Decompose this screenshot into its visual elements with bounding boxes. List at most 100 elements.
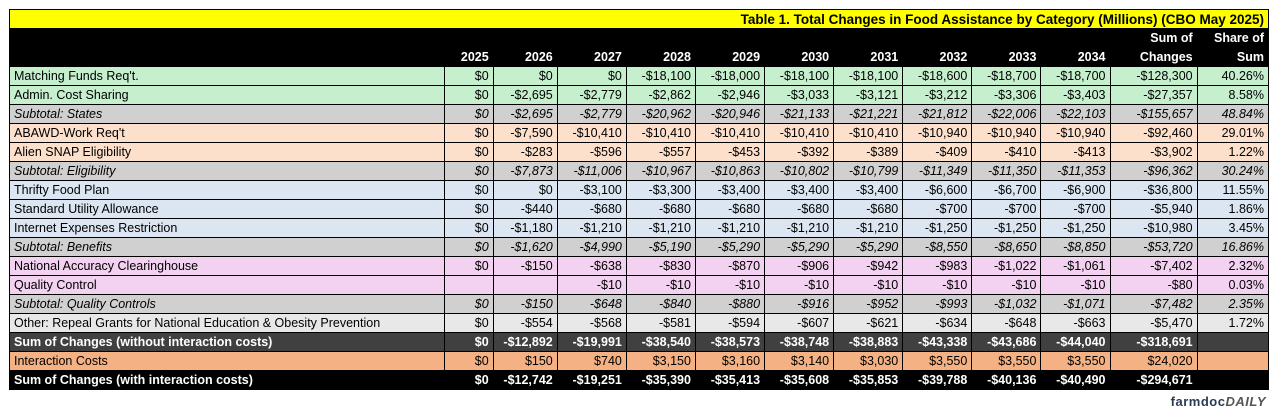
header-cell: 2030 bbox=[764, 47, 835, 67]
table-cell: $0 bbox=[443, 294, 494, 314]
table-cell: -$410 bbox=[971, 142, 1042, 162]
table-cell: -$10,940 bbox=[1040, 123, 1111, 143]
table-cell: -$7,873 bbox=[492, 161, 558, 181]
table-cell: -$453 bbox=[694, 142, 766, 162]
table-cell: -$10,410 bbox=[625, 123, 696, 143]
table-cell: -$18,700 bbox=[971, 66, 1042, 86]
table-cell: -$19,251 bbox=[556, 370, 627, 390]
table-cell: -$581 bbox=[625, 313, 696, 333]
table-cell: -$10,799 bbox=[833, 161, 904, 181]
table-cell: 16.86% bbox=[1196, 237, 1270, 257]
table-cell: -$3,902 bbox=[1109, 142, 1198, 162]
table-cell: -$3,212 bbox=[902, 85, 973, 105]
table-cell: 1.86% bbox=[1196, 199, 1270, 219]
table-cell: -$10,980 bbox=[1109, 218, 1198, 238]
table-cell: 29.01% bbox=[1196, 123, 1270, 143]
row-label: Subtotal: Benefits bbox=[9, 237, 445, 257]
table-cell: -$128,300 bbox=[1109, 66, 1198, 86]
table-cell: -$43,686 bbox=[971, 332, 1042, 352]
row-label: Other: Repeal Grants for National Educat… bbox=[9, 313, 445, 333]
table-cell: -$80 bbox=[1109, 275, 1198, 295]
table-cell: $3,140 bbox=[764, 351, 835, 371]
table-cell: -$283 bbox=[492, 142, 558, 162]
table-cell: 30.24% bbox=[1196, 161, 1270, 181]
row-label: Sum of Changes (without interaction cost… bbox=[9, 332, 445, 352]
table-cell: 1.72% bbox=[1196, 313, 1270, 333]
table-cell: 8.58% bbox=[1196, 85, 1270, 105]
table-row: National Accuracy Clearinghouse $0 -$150 -$… bbox=[9, 256, 1270, 276]
table-cell: -$594 bbox=[694, 313, 766, 333]
row-label: Quality Control bbox=[9, 275, 445, 295]
header-top-row: Sum of Share of bbox=[9, 28, 1270, 48]
table-cell: -$1,250 bbox=[1040, 218, 1111, 238]
table-row: Admin. Cost Sharing $0 -$2,695 -$2,779 -$2,8… bbox=[9, 85, 1270, 105]
table-cell: -$409 bbox=[902, 142, 973, 162]
table-cell: -$413 bbox=[1040, 142, 1111, 162]
table-cell: -$12,742 bbox=[492, 370, 558, 390]
table-row: Quality Control -$10 -$10 -$10 -$10 -$10 -$10-… bbox=[9, 275, 1270, 295]
table-cell: -$7,482 bbox=[1109, 294, 1198, 314]
table-cell: -$38,883 bbox=[833, 332, 904, 352]
table-cell: -$5,190 bbox=[625, 237, 696, 257]
table-cell: -$648 bbox=[556, 294, 627, 314]
table-cell: -$952 bbox=[833, 294, 904, 314]
table-cell: $0 bbox=[443, 123, 494, 143]
table-row: Thrifty Food Plan $0 $0 -$3,100 -$3,300 -$3,4… bbox=[9, 180, 1270, 200]
table-cell: -$19,991 bbox=[556, 332, 627, 352]
header-sum-top: Sum of bbox=[1109, 28, 1198, 48]
table-cell: -$607 bbox=[764, 313, 835, 333]
table-cell: -$18,700 bbox=[1040, 66, 1111, 86]
table-cell: -$11,006 bbox=[556, 161, 627, 181]
table-cell: $0 bbox=[443, 256, 494, 276]
table-cell: $0 bbox=[492, 66, 558, 86]
header-cell: 2033 bbox=[971, 47, 1042, 67]
table-cell: -$96,362 bbox=[1109, 161, 1198, 181]
table-cell: -$1,250 bbox=[902, 218, 973, 238]
table-cell: -$2,779 bbox=[556, 104, 627, 124]
table-title-row: Table 1. Total Changes in Food Assistanc… bbox=[9, 9, 1269, 29]
table-cell: -$5,290 bbox=[764, 237, 835, 257]
table-cell: -$663 bbox=[1040, 313, 1111, 333]
header-cell: 2026 bbox=[492, 47, 558, 67]
table-cell: -$4,990 bbox=[556, 237, 627, 257]
table-cell: -$3,306 bbox=[971, 85, 1042, 105]
table-cell: -$596 bbox=[556, 142, 627, 162]
table-cell: $3,550 bbox=[1040, 351, 1111, 371]
table-cell bbox=[492, 275, 558, 295]
table-cell: $0 bbox=[556, 66, 627, 86]
table-cell: -$1,210 bbox=[833, 218, 904, 238]
table-cell: -$3,400 bbox=[764, 180, 835, 200]
table-cell: -$1,180 bbox=[492, 218, 558, 238]
table-cell: -$7,402 bbox=[1109, 256, 1198, 276]
header-cell: 2028 bbox=[625, 47, 696, 67]
table-cell: -$906 bbox=[764, 256, 835, 276]
header-cell: Sum bbox=[1196, 47, 1270, 67]
table-cell: -$8,850 bbox=[1040, 237, 1111, 257]
table-cell: -$155,657 bbox=[1109, 104, 1198, 124]
row-label: National Accuracy Clearinghouse bbox=[9, 256, 445, 276]
table-row: Other: Repeal Grants for National Educat… bbox=[9, 313, 1270, 333]
row-label: Subtotal: States bbox=[9, 104, 445, 124]
table-cell: $0 bbox=[443, 351, 494, 371]
table-cell: 40.26% bbox=[1196, 66, 1270, 86]
table-cell: -$18,600 bbox=[902, 66, 973, 86]
table-cell: -$3,121 bbox=[833, 85, 904, 105]
table-cell: -$22,103 bbox=[1040, 104, 1111, 124]
row-label: Interaction Costs bbox=[9, 351, 445, 371]
row-label: Matching Funds Req't. bbox=[9, 66, 445, 86]
subtotal-row: Subtotal: States $0 -$2,695 -$2,779 -$20,962… bbox=[9, 104, 1270, 124]
table-cell: 1.22% bbox=[1196, 142, 1270, 162]
table-row: ABAWD-Work Req't $0 -$7,590 -$10,410 -$10,41… bbox=[9, 123, 1270, 143]
table-row: Standard Utility Allowance $0 -$440 -$680 -$… bbox=[9, 199, 1270, 219]
table-cell: -$36,800 bbox=[1109, 180, 1198, 200]
table-cell: -$150 bbox=[492, 294, 558, 314]
table-cell: -$21,812 bbox=[902, 104, 973, 124]
table-cell: -$3,100 bbox=[556, 180, 627, 200]
table-cell: -$621 bbox=[833, 313, 904, 333]
table-cell: -$2,946 bbox=[694, 85, 766, 105]
table-row: Interaction Costs $0 $150 $740 $3,150 $3,160 $… bbox=[9, 351, 1270, 371]
table-cell: -$10 bbox=[1040, 275, 1111, 295]
table-cell: -$3,400 bbox=[694, 180, 766, 200]
row-label: Standard Utility Allowance bbox=[9, 199, 445, 219]
table-cell: $0 bbox=[443, 104, 494, 124]
